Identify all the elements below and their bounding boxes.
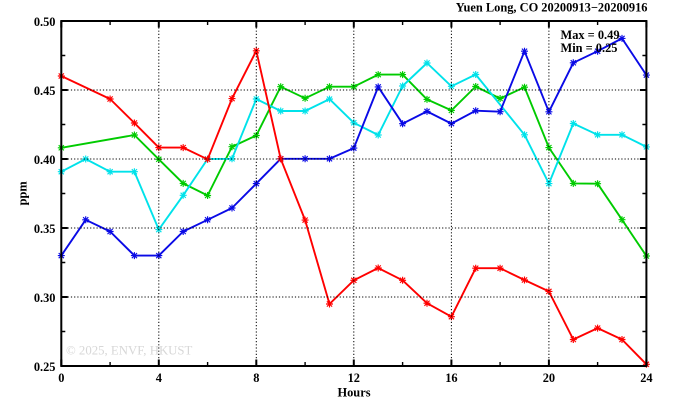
svg-text:20: 20 bbox=[543, 371, 555, 385]
svg-text:0.40: 0.40 bbox=[34, 153, 56, 167]
svg-text:0.50: 0.50 bbox=[34, 15, 56, 29]
svg-text:8: 8 bbox=[253, 371, 259, 385]
svg-text:12: 12 bbox=[348, 371, 360, 385]
svg-text:© 2025, ENVF, HKUST: © 2025, ENVF, HKUST bbox=[66, 344, 193, 358]
svg-text:24: 24 bbox=[640, 371, 652, 385]
svg-text:0.45: 0.45 bbox=[34, 84, 56, 98]
svg-text:ppm: ppm bbox=[16, 181, 30, 206]
svg-text:4: 4 bbox=[156, 371, 162, 385]
svg-text:0.25: 0.25 bbox=[34, 360, 56, 374]
svg-text:0: 0 bbox=[58, 371, 64, 385]
svg-text:Hours: Hours bbox=[337, 386, 370, 400]
svg-text:Max = 0.49: Max = 0.49 bbox=[561, 28, 620, 42]
svg-text:0.30: 0.30 bbox=[34, 291, 56, 305]
svg-text:16: 16 bbox=[445, 371, 457, 385]
svg-text:Yuen Long, CO 20200913−2020091: Yuen Long, CO 20200913−20200916 bbox=[456, 1, 648, 15]
svg-text:0.35: 0.35 bbox=[34, 222, 56, 236]
svg-text:Min = 0.25: Min = 0.25 bbox=[561, 41, 618, 55]
